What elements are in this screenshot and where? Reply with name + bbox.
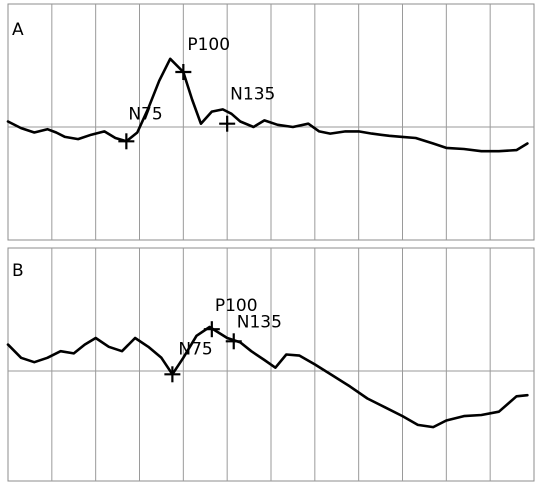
panel-a-peak-n135: N135 <box>219 85 275 132</box>
panel-a-waveform-trace <box>6 57 529 153</box>
panel-b-peak-n75: N75 <box>164 339 213 383</box>
panel-a-peak-label: N135 <box>230 85 275 105</box>
panel-b-peak-p100: P100 <box>203 296 258 338</box>
panel-a-grid <box>8 4 534 240</box>
panel-a-trace-layer <box>6 57 529 153</box>
panel-a-peak-p100: P100 <box>175 35 230 80</box>
panel-b-peak-label: P100 <box>215 296 258 316</box>
panel-b-waveform-trace <box>6 325 529 429</box>
panel-b-peak-label: N135 <box>237 312 282 332</box>
panel-b-label: B <box>12 261 24 281</box>
panel-a: N75 P100 N135 A <box>6 3 535 241</box>
panel-b-trace-layer <box>6 325 529 429</box>
panel-b-peak-label: N75 <box>178 339 212 359</box>
panel-a-label: A <box>12 20 24 40</box>
panel-a-peak-markers: N75 P100 N135 <box>118 35 275 150</box>
panel-a-peak-label: P100 <box>187 35 230 55</box>
panel-b-peak-n135: N135 <box>225 312 282 350</box>
panel-a-peak-n75: N75 <box>118 104 163 150</box>
panel-a-peak-label: N75 <box>128 104 162 124</box>
